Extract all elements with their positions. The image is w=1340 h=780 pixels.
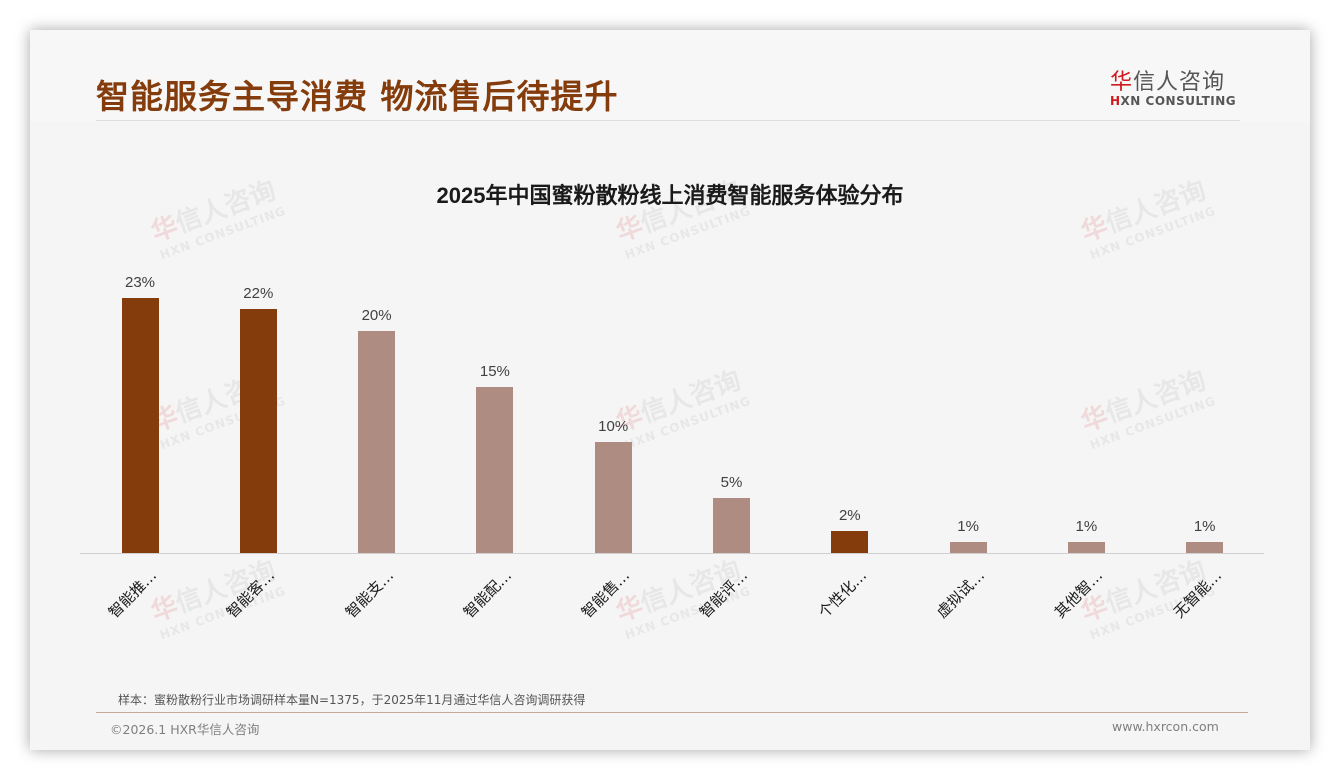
copyright-text: ©2026.1 HXR华信人咨询 (110, 722, 260, 737)
bar-value-label: 2% (838, 506, 861, 524)
bar-value-label: 20% (361, 307, 392, 325)
watermark-cn: 华信人咨询 (1075, 359, 1213, 439)
category-label: 智能支… (341, 566, 397, 622)
watermark: 华信人咨询 HXN CONSULTING (145, 549, 288, 642)
logo-cn-text: 信人咨询 (1133, 70, 1226, 95)
watermark: 华信人咨询 HXN CONSULTING (1075, 359, 1218, 452)
bar (594, 442, 632, 553)
website-link[interactable]: www.hxrcon.com (1112, 719, 1219, 734)
category-label: 其他智… (1051, 566, 1107, 622)
watermark: 华信人咨询 HXN CONSULTING (610, 359, 753, 452)
category-label: 智能推… (104, 566, 161, 622)
watermark-en: HXN CONSULTING (1087, 393, 1218, 453)
bar (949, 541, 987, 553)
bar (1067, 541, 1105, 553)
watermark-red-char: 华 (1077, 211, 1113, 249)
sample-note: 样本：蜜粉散粉行业市场调研样本量N=1375，于2025年11月通过华信人咨询调… (118, 693, 586, 707)
header-band (30, 30, 1310, 122)
watermark-en: HXN CONSULTING (622, 203, 753, 263)
bar (1186, 541, 1224, 553)
watermark-cn-text: 信人咨询 (1101, 365, 1210, 430)
watermark-red-char: 华 (612, 211, 648, 249)
watermark-red-char: 华 (147, 591, 183, 629)
bar-value-label: 15% (479, 362, 510, 380)
logo-red-char: 华 (1110, 70, 1134, 95)
logo-english: HXN CONSULTING (1110, 94, 1242, 108)
watermark-en: HXN CONSULTING (157, 203, 288, 263)
category-label: 智能配… (459, 566, 516, 622)
logo-red-letter: H (1110, 94, 1121, 108)
logo-en-text: XN CONSULTING (1120, 94, 1237, 108)
company-logo: 华信人咨询 HXN CONSULTING (1110, 64, 1242, 108)
bar-value-label: 5% (720, 473, 743, 491)
bar (121, 298, 159, 553)
bar-value-label: 22% (243, 285, 274, 303)
slide: 智能服务主导消费 物流售后待提升 华信人咨询 HXN CONSULTING 华信… (30, 30, 1310, 750)
bar (239, 309, 277, 553)
category-label: 无智能… (1169, 566, 1225, 622)
category-label: 智能售… (578, 566, 634, 622)
bar-value-label: 1% (957, 517, 979, 535)
chart-title: 2025年中国蜜粉散粉线上消费智能服务体验分布 (436, 183, 904, 208)
bar-value-label: 23% (124, 274, 156, 291)
category-label: 个性化… (814, 566, 870, 622)
page-title: 智能服务主导消费 物流售后待提升 (96, 77, 619, 116)
watermark-en: HXN CONSULTING (157, 583, 288, 643)
watermark-en: HXN CONSULTING (1087, 203, 1218, 263)
bar (831, 530, 869, 553)
watermark-red-char: 华 (147, 211, 183, 249)
bar (713, 497, 750, 553)
x-axis-line (80, 553, 1264, 554)
bar (358, 331, 396, 553)
footer-divider (96, 712, 1248, 713)
category-label: 智能客… (223, 566, 279, 622)
bar-value-label: 10% (598, 418, 629, 436)
watermark-red-char: 华 (1077, 401, 1113, 439)
watermark-red-char: 华 (612, 591, 648, 629)
category-label: 智能评… (696, 566, 752, 622)
bar (476, 386, 514, 553)
logo-chinese: 华信人咨询 (1110, 64, 1242, 96)
title-divider (96, 120, 1240, 121)
bar-value-label: 1% (1075, 517, 1098, 535)
bar-value-label: 1% (1193, 517, 1216, 535)
category-label: 虚拟试… (933, 566, 989, 622)
